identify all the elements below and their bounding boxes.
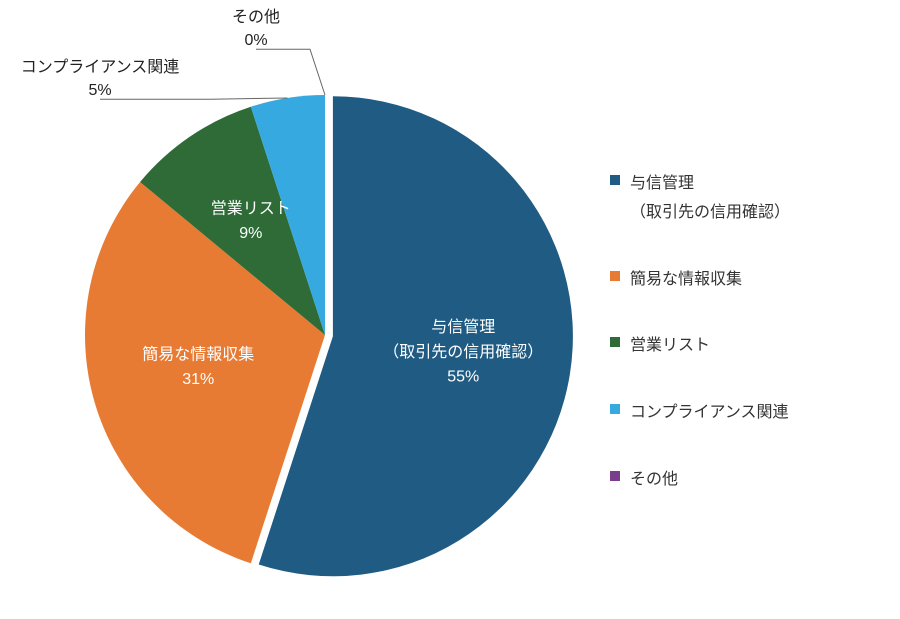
callout-leader: [100, 98, 287, 99]
slice-callout-label: コンプライアンス関連5%: [21, 58, 180, 99]
legend-swatch: [610, 337, 620, 347]
pie-chart: 与信管理（取引先の信用確認）55%簡易な情報収集31%営業リスト9%コンプライア…: [0, 0, 900, 619]
legend-label: 簡易な情報収集: [630, 266, 742, 295]
legend-label: コンプライアンス関連: [630, 399, 789, 428]
callout-leader: [256, 49, 325, 95]
legend-item: コンプライアンス関連: [610, 399, 790, 428]
legend-swatch: [610, 271, 620, 281]
slice-callout-label: その他0%: [232, 8, 280, 49]
legend-item: その他: [610, 466, 790, 495]
legend-label: 与信管理 （取引先の信用確認）: [630, 170, 790, 228]
legend-item: 簡易な情報収集: [610, 266, 790, 295]
legend-swatch: [610, 175, 620, 185]
legend-swatch: [610, 404, 620, 414]
legend-item: 与信管理 （取引先の信用確認）: [610, 170, 790, 228]
legend-swatch: [610, 471, 620, 481]
legend-label: 営業リスト: [630, 332, 710, 361]
legend-item: 営業リスト: [610, 332, 790, 361]
legend: 与信管理 （取引先の信用確認） 簡易な情報収集営業リストコンプライアンス関連その他: [610, 170, 790, 495]
legend-label: その他: [630, 466, 678, 495]
